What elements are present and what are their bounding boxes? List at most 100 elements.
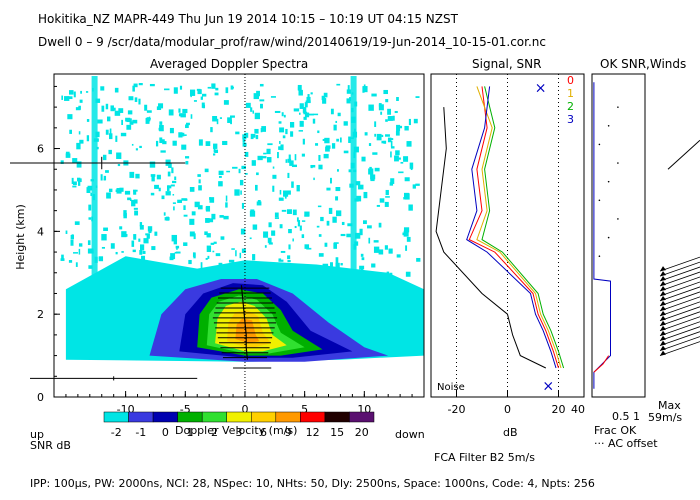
spectra-speckle <box>361 257 365 261</box>
spectra-speckle <box>372 152 378 155</box>
spectra-speckle <box>181 144 187 150</box>
wind-arrowhead <box>660 305 666 311</box>
spectra-speckle <box>310 165 313 169</box>
spectra-speckle <box>304 211 310 217</box>
spectra-speckle <box>298 112 301 115</box>
spectra-speckle <box>105 129 109 135</box>
spectra-speckle <box>205 141 211 147</box>
spectra-speckle <box>268 222 272 228</box>
spectra-speckle <box>206 233 211 238</box>
spectra-speckle <box>239 252 242 259</box>
spectra-speckle <box>389 272 393 276</box>
colorbar-level-9: 15 <box>330 426 345 439</box>
spectra-speckle <box>145 233 150 236</box>
spectra-speckle <box>128 96 134 101</box>
spectra-speckle <box>396 254 401 258</box>
spectra-speckle <box>161 139 165 143</box>
wind-barb <box>659 341 700 356</box>
wind-arrowhead <box>660 266 666 272</box>
spectra-speckle <box>404 125 409 131</box>
spectra-speckle <box>271 230 276 236</box>
spectra-speckle <box>202 93 207 97</box>
wind-arrowhead <box>660 325 666 331</box>
spectra-speckle <box>362 86 365 93</box>
spectra-speckle <box>225 202 228 208</box>
spectra-speckle <box>279 224 283 229</box>
spectra-speckle <box>132 85 135 92</box>
signal-marks: ××-20 0 20 40 <box>435 74 585 416</box>
spectra-speckle <box>129 198 132 202</box>
spectra-speckle <box>403 230 409 237</box>
spectra-speckle <box>337 112 341 117</box>
spectra-speckle <box>100 86 105 91</box>
spectra-speckle <box>301 220 306 222</box>
spectra-speckle <box>310 164 316 168</box>
wind-line-upper <box>667 139 700 170</box>
wind-barb <box>659 261 700 277</box>
spectra-speckle <box>189 218 195 225</box>
spectra-speckle <box>335 257 339 264</box>
spectra-speckle <box>211 213 216 220</box>
spectra-speckle <box>173 206 175 211</box>
ok-xlabel-frac: Frac OK <box>594 424 637 437</box>
spectra-speckle <box>148 228 152 234</box>
wind-barb <box>659 326 700 342</box>
spectra-speckle <box>299 120 304 127</box>
spectra-speckle <box>321 95 326 101</box>
colorbar-swatch-1 <box>128 411 154 423</box>
spectra-speckle <box>406 236 411 242</box>
wind-arrowhead <box>660 345 666 351</box>
spectra-speckle <box>374 167 380 172</box>
ok-xtick-1: 1 <box>633 410 640 423</box>
spectra-speckle <box>284 195 287 199</box>
spectra-speckle <box>296 217 299 222</box>
spectra-speckle <box>60 258 65 261</box>
spectra-speckle <box>218 175 222 178</box>
spectra-speckle <box>175 245 180 249</box>
colorbar-swatch-2 <box>152 411 178 423</box>
spectra-speckle <box>77 177 81 182</box>
spectra-speckle <box>381 134 384 138</box>
spectra-speckle <box>251 134 256 138</box>
spectra-speckle <box>61 95 63 100</box>
spectra-speckle <box>304 112 310 118</box>
spectra-speckle <box>188 259 192 265</box>
spectra-ytick-label-0: 0 <box>37 391 44 404</box>
legend-entry-3: 3 <box>567 113 574 126</box>
ok-dot <box>598 199 601 202</box>
spectra-speckle <box>378 104 384 111</box>
legend-entry-2: 2 <box>567 100 574 113</box>
spectra-speckle <box>363 84 366 89</box>
spectra-speckle <box>86 135 90 142</box>
spectra-speckle <box>80 178 82 183</box>
spectra-speckle <box>114 87 119 93</box>
spectra-speckle <box>88 204 92 211</box>
spectra-speckle <box>336 138 339 142</box>
spectra-speckle <box>172 202 176 204</box>
spectra-speckle <box>394 155 399 162</box>
spectra-speckle <box>164 217 170 221</box>
spectra-speckle <box>294 154 297 161</box>
spectra-speckle <box>67 96 73 100</box>
spectra-speckle <box>381 140 384 144</box>
spectra-speckle <box>395 130 400 136</box>
ok-dot <box>617 162 619 164</box>
spectra-speckle <box>256 201 262 206</box>
wind-barb <box>659 301 700 317</box>
spectra-speckle <box>225 87 229 94</box>
spectra-speckle <box>260 104 263 108</box>
spectra-speckle <box>206 245 212 252</box>
spectra-speckle <box>189 231 195 237</box>
spectra-speckle <box>86 119 90 122</box>
signal-frame <box>430 73 585 398</box>
spectra-speckle <box>78 180 81 186</box>
spectra-speckle <box>278 259 284 262</box>
spectra-speckle <box>97 119 103 124</box>
spectra-speckle <box>364 132 368 136</box>
spectra-ytick-label-2: 4 <box>37 225 44 238</box>
spectra-speckle <box>71 234 74 239</box>
wind-barb <box>659 271 700 287</box>
spectra-speckle <box>371 93 377 97</box>
spectra-speckle <box>190 114 193 119</box>
